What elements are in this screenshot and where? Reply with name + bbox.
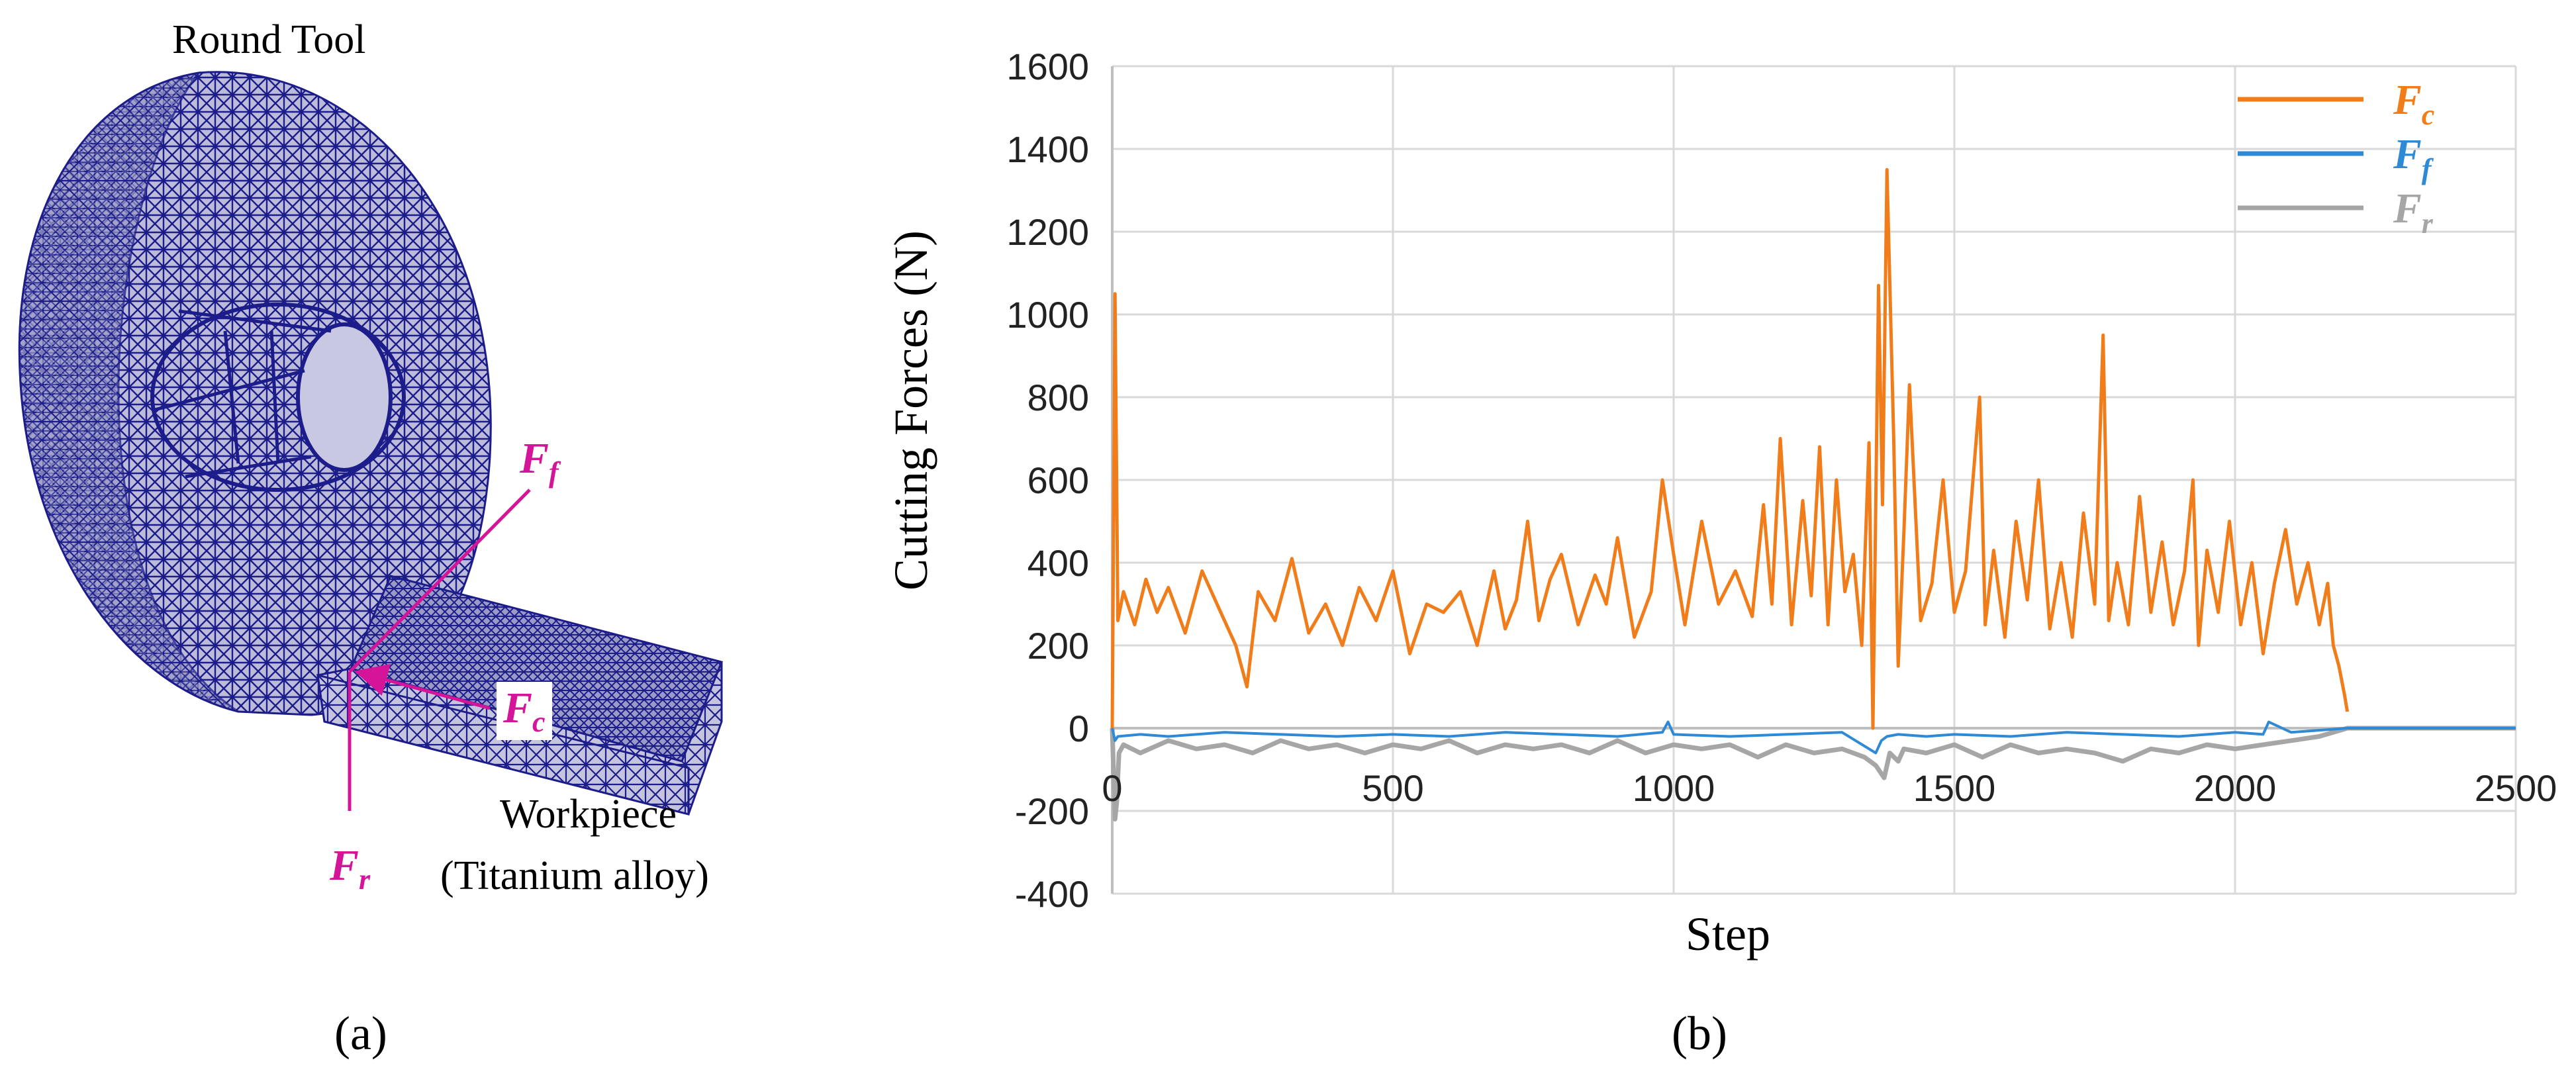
x-tick-label: 2500 (2475, 767, 2557, 809)
panel-a-illustration: Round Tool (18, 17, 724, 816)
series-line-fr (1110, 726, 2516, 822)
fc-arrow (354, 663, 491, 710)
y-tick-label: 1600 (1006, 46, 1089, 87)
y-tick-label: -400 (1015, 873, 1089, 915)
cutting-forces-chart: -400 -200 0 200 400 600 800 1000 1200 1400 1600 0 50… (884, 46, 2557, 961)
series-line-fc (1110, 167, 2350, 730)
x-tick-label: 1500 (1913, 767, 1996, 809)
series-line-ff (1111, 720, 2516, 755)
tool-label: Round Tool (172, 17, 366, 62)
legend-label-fr: Fr (2393, 185, 2434, 240)
y-tick-label: 1400 (1006, 128, 1089, 170)
panel-b-label: (b) (1672, 1007, 1727, 1060)
ff-arrow (348, 489, 531, 673)
x-tick-label: 1000 (1633, 767, 1715, 809)
fc-label: Fc (497, 682, 552, 741)
y-tick-label: -200 (1015, 790, 1089, 832)
y-tick-label: 600 (1027, 459, 1089, 501)
y-tick-label: 400 (1027, 542, 1089, 584)
legend-label-ff: Ff (2393, 130, 2434, 185)
series-lines (1110, 167, 2516, 822)
ff-label: Ff (520, 434, 559, 489)
panel-a-label: (a) (334, 1007, 387, 1060)
y-tick-label: 0 (1069, 708, 1089, 749)
legend-label-fc: Fc (2393, 76, 2434, 131)
y-tick-label: 200 (1027, 625, 1089, 667)
round-tool-mesh (18, 71, 492, 716)
x-tick-label: 500 (1362, 767, 1423, 809)
x-axis-label: Step (1686, 908, 1770, 961)
y-tick-label: 1200 (1006, 211, 1089, 253)
force-vectors (348, 489, 531, 811)
x-tick-label: 2000 (2194, 767, 2277, 809)
workpiece-material-label: (Titanium alloy) (440, 853, 709, 898)
y-tick-label: 1000 (1006, 294, 1089, 336)
grid (1111, 65, 2517, 895)
tick-labels: -400 -200 0 200 400 600 800 1000 1200 1400 1600 0 50… (1006, 46, 2557, 915)
workpiece-label: Workpiece (500, 792, 677, 837)
y-axis-label: Cutting Forces (N) (884, 230, 937, 590)
fr-label: Fr (330, 841, 371, 896)
x-tick-label: 0 (1102, 767, 1122, 809)
y-tick-label: 800 (1027, 377, 1089, 418)
